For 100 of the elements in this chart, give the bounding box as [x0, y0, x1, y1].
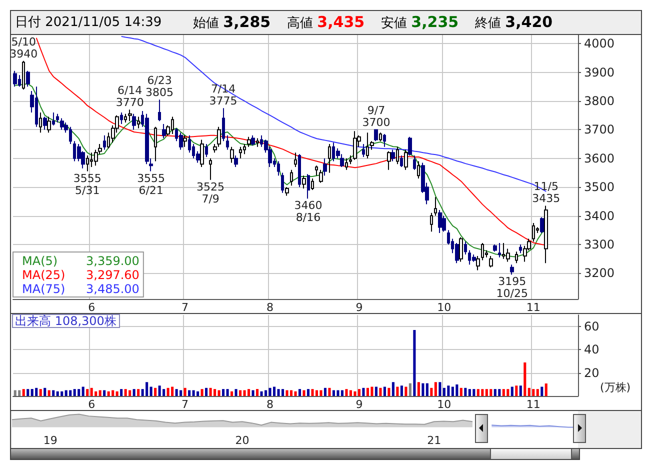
candlestick: [256, 138, 259, 148]
bar: [485, 389, 488, 396]
annotation: 9/7 3700: [362, 104, 390, 130]
candlestick: [328, 144, 331, 174]
bar: [528, 388, 530, 396]
bar: [383, 386, 386, 396]
bar: [298, 389, 302, 396]
candlestick: [120, 112, 123, 124]
bar: [349, 390, 352, 396]
candlestick: [158, 99, 161, 122]
bar: [107, 391, 110, 396]
x-tick-label: 9: [356, 301, 363, 314]
candlestick: [132, 113, 136, 130]
annotation: 3555 6/21: [137, 172, 166, 197]
y-tick-label: 3800: [584, 94, 615, 108]
candlestick: [294, 152, 297, 168]
bar: [396, 386, 399, 396]
bar: [434, 382, 437, 396]
candlestick: [285, 186, 289, 196]
candlestick: [459, 236, 463, 262]
candlestick: [290, 169, 293, 186]
candlestick: [396, 146, 399, 165]
candlestick: [183, 134, 187, 148]
bar: [69, 390, 72, 396]
candlestick: [239, 146, 242, 159]
bar: [532, 389, 535, 396]
candlestick: [281, 172, 284, 194]
bar: [294, 391, 297, 396]
candlestick: [234, 155, 238, 168]
bar: [180, 390, 182, 396]
x-tick-label: 8: [266, 301, 274, 314]
bar: [226, 389, 229, 396]
candlestick: [515, 251, 518, 264]
candlestick: [103, 134, 106, 150]
candlestick: [230, 146, 234, 164]
y-tick-label: 3600: [584, 151, 615, 166]
bar: [218, 390, 220, 396]
bar: [362, 388, 365, 396]
candlestick: [387, 150, 391, 170]
bar: [82, 386, 84, 396]
y-axis-title: (万株): [600, 381, 631, 394]
bar: [510, 386, 514, 396]
bar: [302, 390, 306, 396]
bar: [247, 389, 250, 396]
annotation: 6/14 3770: [116, 84, 144, 110]
bar: [268, 388, 272, 396]
x-tick-label: 8: [266, 398, 274, 411]
y-tick-label: 3500: [584, 180, 615, 194]
bar: [128, 390, 132, 396]
candlestick: [319, 169, 323, 184]
candlestick: [200, 139, 204, 168]
candlestick: [400, 155, 403, 168]
bar: [196, 391, 200, 396]
y-tick-label: 3200: [584, 266, 615, 280]
annotation: 3195 10/25: [496, 275, 528, 300]
x-tick-label: 10: [437, 398, 452, 411]
candlestick: [544, 205, 548, 264]
candlestick: [298, 154, 301, 188]
bar: [388, 388, 390, 396]
bar: [324, 388, 327, 396]
candlestick: [366, 132, 369, 159]
y-tick-label: 40: [584, 342, 600, 357]
bar: [137, 389, 140, 396]
bar: [166, 388, 170, 396]
bar: [536, 389, 539, 396]
bar: [22, 389, 25, 396]
candlestick: [498, 242, 501, 258]
bar: [277, 389, 280, 396]
candlestick: [464, 241, 467, 256]
bar: [366, 388, 369, 396]
candlestick: [430, 212, 433, 232]
bar: [60, 391, 64, 396]
bar: [112, 390, 114, 396]
x-tick-label: 11: [526, 301, 540, 314]
text: MA(25): [22, 268, 66, 282]
bar: [48, 390, 50, 396]
candlestick: [247, 136, 251, 148]
candlestick: [52, 112, 55, 126]
bar: [524, 362, 526, 396]
bar: [239, 390, 242, 396]
candlestick: [209, 158, 212, 180]
bar: [30, 389, 34, 396]
candlestick: [434, 196, 437, 216]
candlestick: [205, 144, 208, 158]
annotation: 3555 5/31: [73, 172, 102, 197]
bar: [392, 382, 394, 396]
candlestick: [22, 60, 25, 90]
candlestick: [349, 155, 352, 165]
candlestick: [13, 70, 17, 88]
candlestick: [311, 178, 314, 190]
bar: [205, 388, 208, 396]
candlestick: [379, 132, 382, 142]
bar: [120, 389, 123, 396]
candlestick: [438, 210, 442, 234]
bar: [490, 389, 492, 396]
candlestick: [315, 165, 318, 176]
bar: [320, 390, 322, 396]
bar: [464, 388, 467, 396]
candlestick: [519, 244, 522, 254]
bar: [18, 390, 21, 396]
